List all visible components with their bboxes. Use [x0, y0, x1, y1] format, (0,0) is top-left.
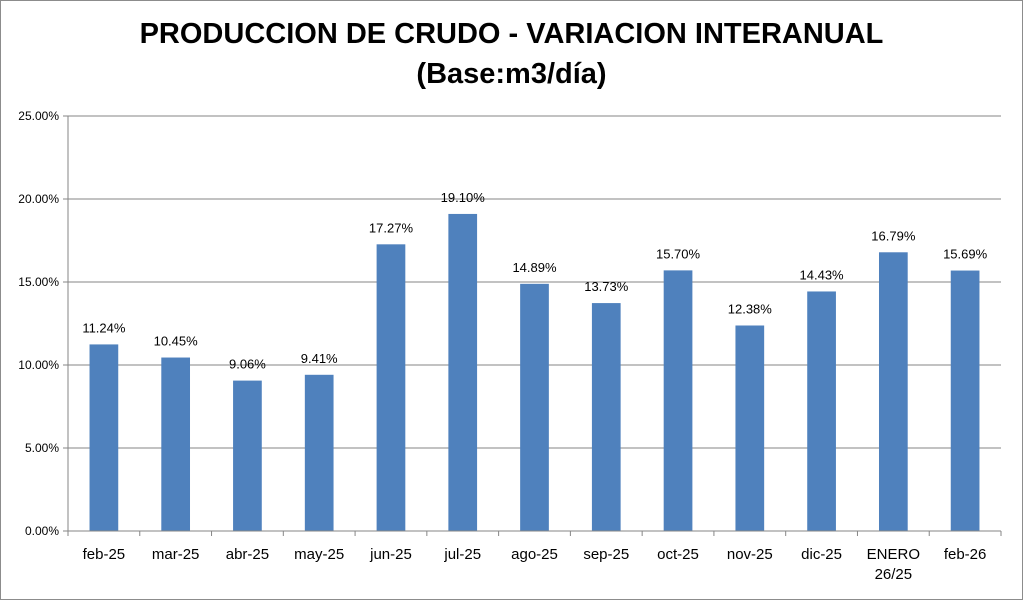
bar: [663, 270, 693, 531]
data-label: 12.38%: [728, 301, 773, 316]
bar: [89, 344, 119, 531]
x-tick-label-line: ENERO: [867, 546, 920, 563]
data-label: 19.10%: [441, 190, 486, 205]
data-label: 11.24%: [82, 320, 126, 335]
y-axis-ticks: 0.00% 5.00% 10.00% 15.00% 20.00% 25.00%: [18, 109, 68, 538]
y-tick-label: 5.00%: [25, 441, 59, 455]
bars: [89, 213, 980, 531]
data-label: 9.41%: [301, 351, 338, 366]
data-label: 15.69%: [943, 247, 988, 262]
chart-title-block: PRODUCCION DE CRUDO - VARIACION INTERANU…: [0, 14, 1023, 94]
chart-title: PRODUCCION DE CRUDO - VARIACION INTERANU…: [139, 18, 884, 50]
bar: [448, 213, 478, 531]
y-tick-label: 0.00%: [25, 524, 59, 538]
bar: [304, 374, 334, 531]
x-tick-label: ago-25: [511, 546, 558, 563]
data-labels: 11.24% 10.45% 9.06% 9.41% 17.27% 19.10% 14.89%…: [82, 190, 987, 372]
x-tick-label: oct-25: [657, 546, 699, 563]
x-tick-label: jul-25: [443, 546, 481, 563]
x-tick-label: nov-25: [727, 546, 773, 563]
data-label: 14.89%: [512, 260, 557, 275]
y-tick-label: 15.00%: [18, 275, 59, 289]
bar: [520, 283, 549, 531]
x-tick-label: sep-25: [583, 546, 629, 563]
data-label: 16.79%: [871, 228, 916, 243]
x-axis-categories: feb-25 mar-25 abr-25 may-25 jun-25 jul-25 ago-…: [83, 546, 987, 583]
bar: [233, 380, 262, 531]
x-tick-label: dic-25: [801, 546, 842, 563]
data-label: 10.45%: [154, 334, 199, 349]
data-label: 15.70%: [656, 246, 701, 261]
y-tick-label: 20.00%: [18, 192, 59, 206]
x-tick-label: jun-25: [369, 546, 412, 563]
data-label: 9.06%: [229, 357, 266, 372]
x-tick-label: abr-25: [226, 546, 269, 563]
bar: [950, 270, 980, 531]
y-tick-label: 25.00%: [18, 109, 59, 123]
x-tick-label: feb-26: [944, 546, 987, 563]
y-tick-label: 10.00%: [18, 358, 59, 372]
bar: [376, 244, 406, 531]
chart-subtitle: (Base:m3/día): [416, 58, 607, 90]
bar: [161, 357, 191, 531]
data-label: 13.73%: [584, 279, 629, 294]
bar: [807, 291, 836, 531]
x-tick-label: ENERO 26/25: [867, 546, 920, 583]
data-label: 17.27%: [369, 220, 414, 235]
bar: [735, 325, 765, 531]
x-tick-label: mar-25: [152, 546, 200, 563]
x-tick-label: feb-25: [83, 546, 126, 563]
x-tick-label: may-25: [294, 546, 344, 563]
bar: [878, 252, 908, 531]
data-label: 14.43%: [800, 267, 845, 282]
axes: [67, 116, 1002, 536]
x-tick-label-line: 26/25: [875, 566, 913, 583]
bar: [591, 303, 621, 531]
